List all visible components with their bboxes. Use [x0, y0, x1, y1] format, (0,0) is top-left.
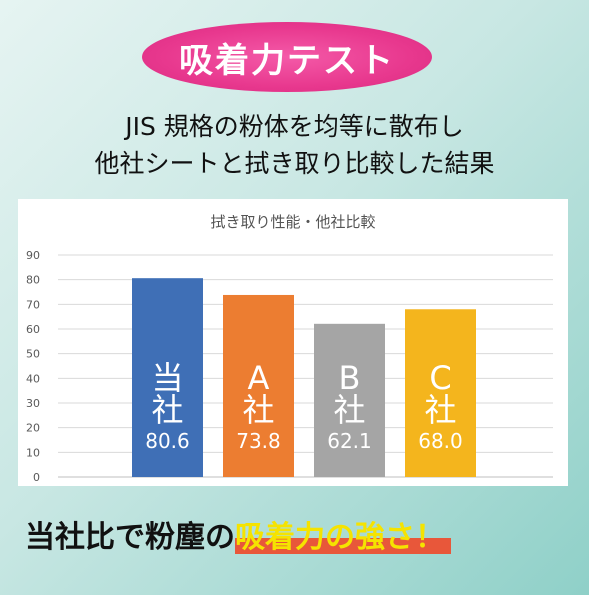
bar-label-suffix: 社 — [333, 391, 365, 429]
chart-title: 拭き取り性能・他社比較 — [210, 213, 376, 231]
subtitle-line-2: 他社シートと拭き取り比較した結果 — [94, 149, 495, 178]
y-tick-label: 60 — [26, 323, 40, 336]
bar-value-label: 73.8 — [236, 429, 281, 453]
subtitle-line-1: JIS 規格の粉体を均等に散布し — [125, 112, 464, 141]
bar-label-name: A — [248, 359, 270, 397]
y-tick-label: 10 — [26, 446, 40, 459]
bar-C社 — [405, 309, 476, 477]
y-tick-label: 0 — [33, 471, 40, 484]
bar-A社 — [223, 294, 294, 477]
bar-label-suffix: 社 — [151, 391, 183, 429]
bar-label-name: B — [339, 359, 361, 397]
y-tick-label: 30 — [26, 397, 40, 410]
bar-value-label: 68.0 — [418, 429, 463, 453]
y-tick-label: 20 — [26, 422, 40, 435]
bar-value-label: 62.1 — [327, 429, 372, 453]
bar-B社 — [314, 323, 385, 477]
bar-label-name: C — [429, 359, 451, 397]
y-tick-label: 80 — [26, 274, 40, 287]
y-tick-label: 40 — [26, 372, 40, 385]
bar-label-name: 当 — [151, 359, 183, 397]
conclusion-text: 当社比で粉塵の 吸着力の強さ！ — [25, 512, 451, 556]
y-tick-label: 50 — [26, 348, 40, 361]
bar-label-suffix: 社 — [424, 391, 456, 429]
bar-chart: 0102030405060708090当社80.6A社73.8B社62.1C社6… — [26, 249, 553, 484]
y-tick-label: 70 — [26, 298, 40, 311]
chart-panel: 拭き取り性能・他社比較 0 10 20 30 40 50 60 70 80 90 当社 80.6 A 社 7… — [18, 199, 568, 486]
conclusion-plain: 当社比で粉塵の — [25, 520, 235, 555]
bar-value-label: 80.6 — [145, 429, 190, 453]
bar-当社 — [132, 278, 203, 477]
test-title-badge: 吸着力テスト — [142, 22, 432, 92]
conclusion-highlight: 吸着力の強さ！ — [235, 512, 451, 556]
bar-label-suffix: 社 — [242, 391, 274, 429]
y-tick-label: 90 — [26, 249, 40, 262]
